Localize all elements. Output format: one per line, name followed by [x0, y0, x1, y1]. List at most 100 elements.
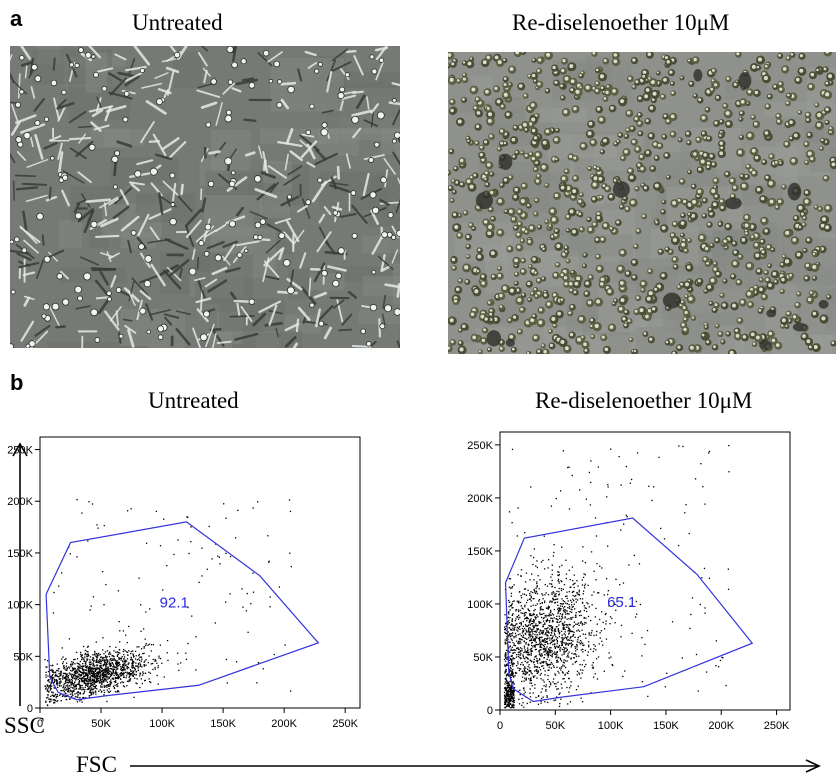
event-point — [561, 547, 562, 548]
event-point — [579, 612, 580, 613]
event-point — [545, 686, 546, 687]
event-point — [119, 649, 120, 650]
gate-percent: 65.1 — [607, 594, 636, 611]
event-point — [728, 445, 729, 446]
event-point — [79, 667, 80, 668]
event-point — [530, 640, 531, 641]
event-point — [574, 604, 575, 605]
event-point — [567, 603, 568, 604]
event-point — [529, 693, 530, 694]
event-point — [575, 598, 576, 599]
event-point — [606, 578, 607, 579]
event-point — [610, 449, 611, 450]
event-point — [138, 670, 139, 671]
event-point — [571, 601, 572, 602]
event-point — [582, 598, 583, 599]
event-point — [555, 675, 556, 676]
event-point — [48, 687, 49, 688]
event-point — [519, 591, 520, 592]
event-point — [58, 670, 59, 671]
event-point — [98, 691, 99, 692]
event-point — [59, 681, 60, 682]
event-point — [704, 503, 705, 504]
event-point — [51, 669, 52, 670]
event-point — [190, 541, 191, 542]
event-point — [700, 604, 701, 605]
event-point — [118, 691, 119, 692]
event-point — [577, 585, 578, 586]
event-point — [564, 584, 565, 585]
event-point — [590, 649, 591, 650]
event-point — [141, 678, 142, 679]
event-point — [518, 652, 519, 653]
event-point — [50, 700, 51, 701]
event-point — [57, 694, 58, 695]
event-point — [515, 625, 516, 626]
event-point — [571, 653, 572, 654]
event-point — [533, 589, 534, 590]
event-point — [513, 652, 514, 653]
event-point — [565, 660, 566, 661]
event-point — [554, 630, 555, 631]
event-point — [545, 661, 546, 662]
event-point — [524, 615, 525, 616]
event-point — [547, 641, 548, 642]
event-point — [97, 681, 98, 682]
event-point — [576, 649, 577, 650]
event-point — [548, 559, 549, 560]
event-point — [549, 614, 550, 615]
event-point — [505, 666, 506, 667]
event-point — [581, 630, 582, 631]
event-point — [574, 574, 575, 575]
event-point — [92, 662, 93, 663]
event-point — [151, 663, 152, 664]
event-point — [562, 606, 563, 607]
event-point — [540, 662, 541, 663]
event-point — [51, 699, 52, 700]
event-point — [52, 665, 53, 666]
event-point — [99, 662, 100, 663]
event-point — [563, 662, 564, 663]
event-point — [537, 603, 538, 604]
event-point — [78, 679, 79, 680]
event-point — [540, 606, 541, 607]
event-point — [546, 663, 547, 664]
event-point — [571, 645, 572, 646]
event-point — [106, 663, 107, 664]
event-point — [690, 614, 691, 615]
event-point — [139, 660, 140, 661]
event-point — [522, 702, 523, 703]
event-point — [91, 684, 92, 685]
event-point — [75, 673, 76, 674]
event-point — [522, 628, 523, 629]
event-point — [555, 636, 556, 637]
event-point — [564, 648, 565, 649]
event-point — [270, 596, 271, 597]
event-point — [94, 660, 95, 661]
event-point — [518, 628, 519, 629]
event-point — [528, 664, 529, 665]
event-point — [666, 673, 667, 674]
event-point — [506, 681, 507, 682]
event-point — [583, 573, 584, 574]
event-point — [560, 669, 561, 670]
event-point — [138, 666, 139, 667]
event-point — [510, 649, 511, 650]
event-point — [543, 685, 544, 686]
event-point — [92, 659, 93, 660]
event-point — [558, 591, 559, 592]
event-point — [108, 669, 109, 670]
event-point — [546, 630, 547, 631]
event-point — [219, 563, 220, 564]
event-point — [607, 486, 608, 487]
event-point — [521, 648, 522, 649]
event-point — [561, 581, 562, 582]
event-point — [185, 653, 186, 654]
event-point — [54, 681, 55, 682]
event-point — [569, 587, 570, 588]
event-point — [125, 672, 126, 673]
event-point — [514, 652, 515, 653]
event-point — [154, 667, 155, 668]
event-point — [551, 632, 552, 633]
event-point — [76, 678, 77, 679]
